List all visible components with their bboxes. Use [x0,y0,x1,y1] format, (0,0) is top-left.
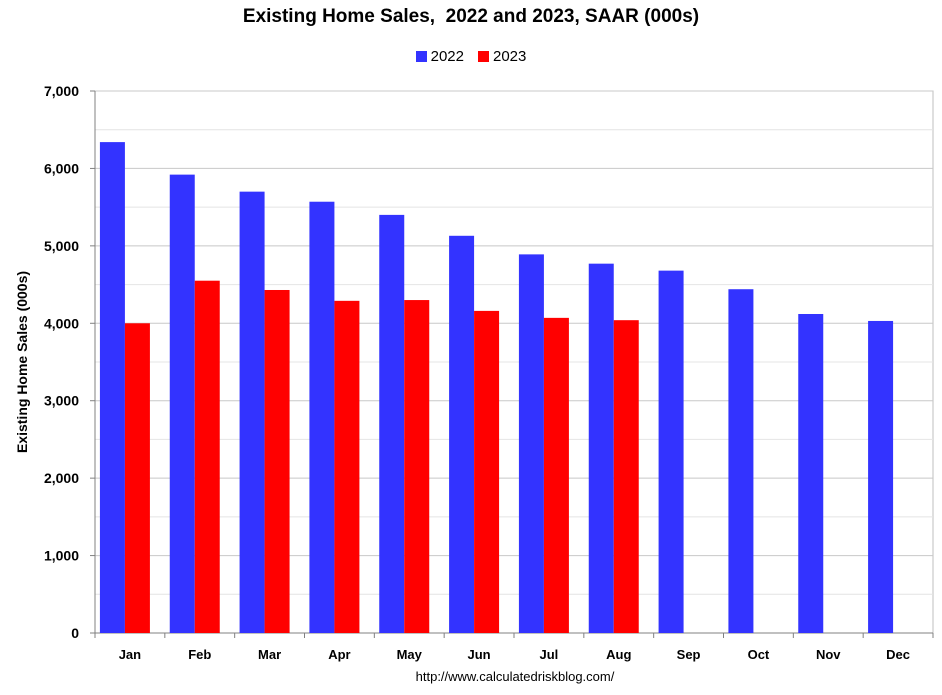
x-tick-label-mar: Mar [258,647,281,662]
y-tick-label: 0 [71,625,79,641]
bar-2023-jul [543,317,569,633]
bar-2022-dec [868,320,894,633]
legend-label-2023: 2023 [493,48,527,65]
bar-2023-may [404,300,430,633]
bar-2022-feb [169,174,195,633]
legend-swatch-2023 [478,51,489,62]
x-tick-label-apr: Apr [328,647,350,662]
x-tick-label-dec: Dec [886,647,910,662]
legend-item-2023: 2023 [478,48,526,65]
x-tick-label-aug: Aug [606,647,631,662]
x-tick-label-may: May [397,647,423,662]
bar-2022-aug [588,263,614,633]
y-tick-label: 5,000 [44,238,79,254]
bar-2022-jun [449,235,475,633]
y-tick-label: 7,000 [44,83,79,99]
bar-2022-jan [99,142,125,634]
legend-swatch-2022 [415,51,427,62]
bar-2023-jun [474,310,500,633]
legend-item-2022: 2022 [415,48,464,65]
bar-2023-jan [124,323,150,633]
x-tick-label-jul: Jul [540,647,559,662]
legend-label-2022: 2022 [430,48,464,65]
chart-title: Existing Home Sales, 2022 and 2023, SAAR… [242,6,700,27]
bar-2022-apr [309,201,335,634]
x-tick-label-jun: Jun [468,647,491,662]
x-tick-label-nov: Nov [816,647,841,662]
bar-2022-nov [798,313,824,633]
y-tick-label: 3,000 [44,393,79,409]
bar-2022-may [379,214,405,633]
bar-2022-mar [239,191,265,633]
y-tick-label: 1,000 [44,548,79,564]
bar-2023-feb [194,280,220,633]
y-tick-label: 4,000 [44,315,79,331]
source-note: http://www.calculatedriskblog.com/ [415,669,615,684]
bar-2023-aug [613,320,639,633]
y-axis-title: Existing Home Sales (000s) [14,271,30,453]
y-tick-label: 6,000 [44,160,79,176]
y-tick-label: 2,000 [44,470,79,486]
bar-2022-jul [518,254,544,634]
bar-2023-apr [334,300,360,633]
legend: 2022 2023 [0,48,942,65]
bar-2023-mar [264,289,290,633]
x-tick-label-jan: Jan [119,647,141,662]
x-tick-label-oct: Oct [748,647,770,662]
x-tick-label-sep: Sep [677,647,701,662]
bar-2022-sep [658,270,684,633]
bar-2022-oct [728,289,754,633]
x-tick-label-feb: Feb [188,647,211,662]
